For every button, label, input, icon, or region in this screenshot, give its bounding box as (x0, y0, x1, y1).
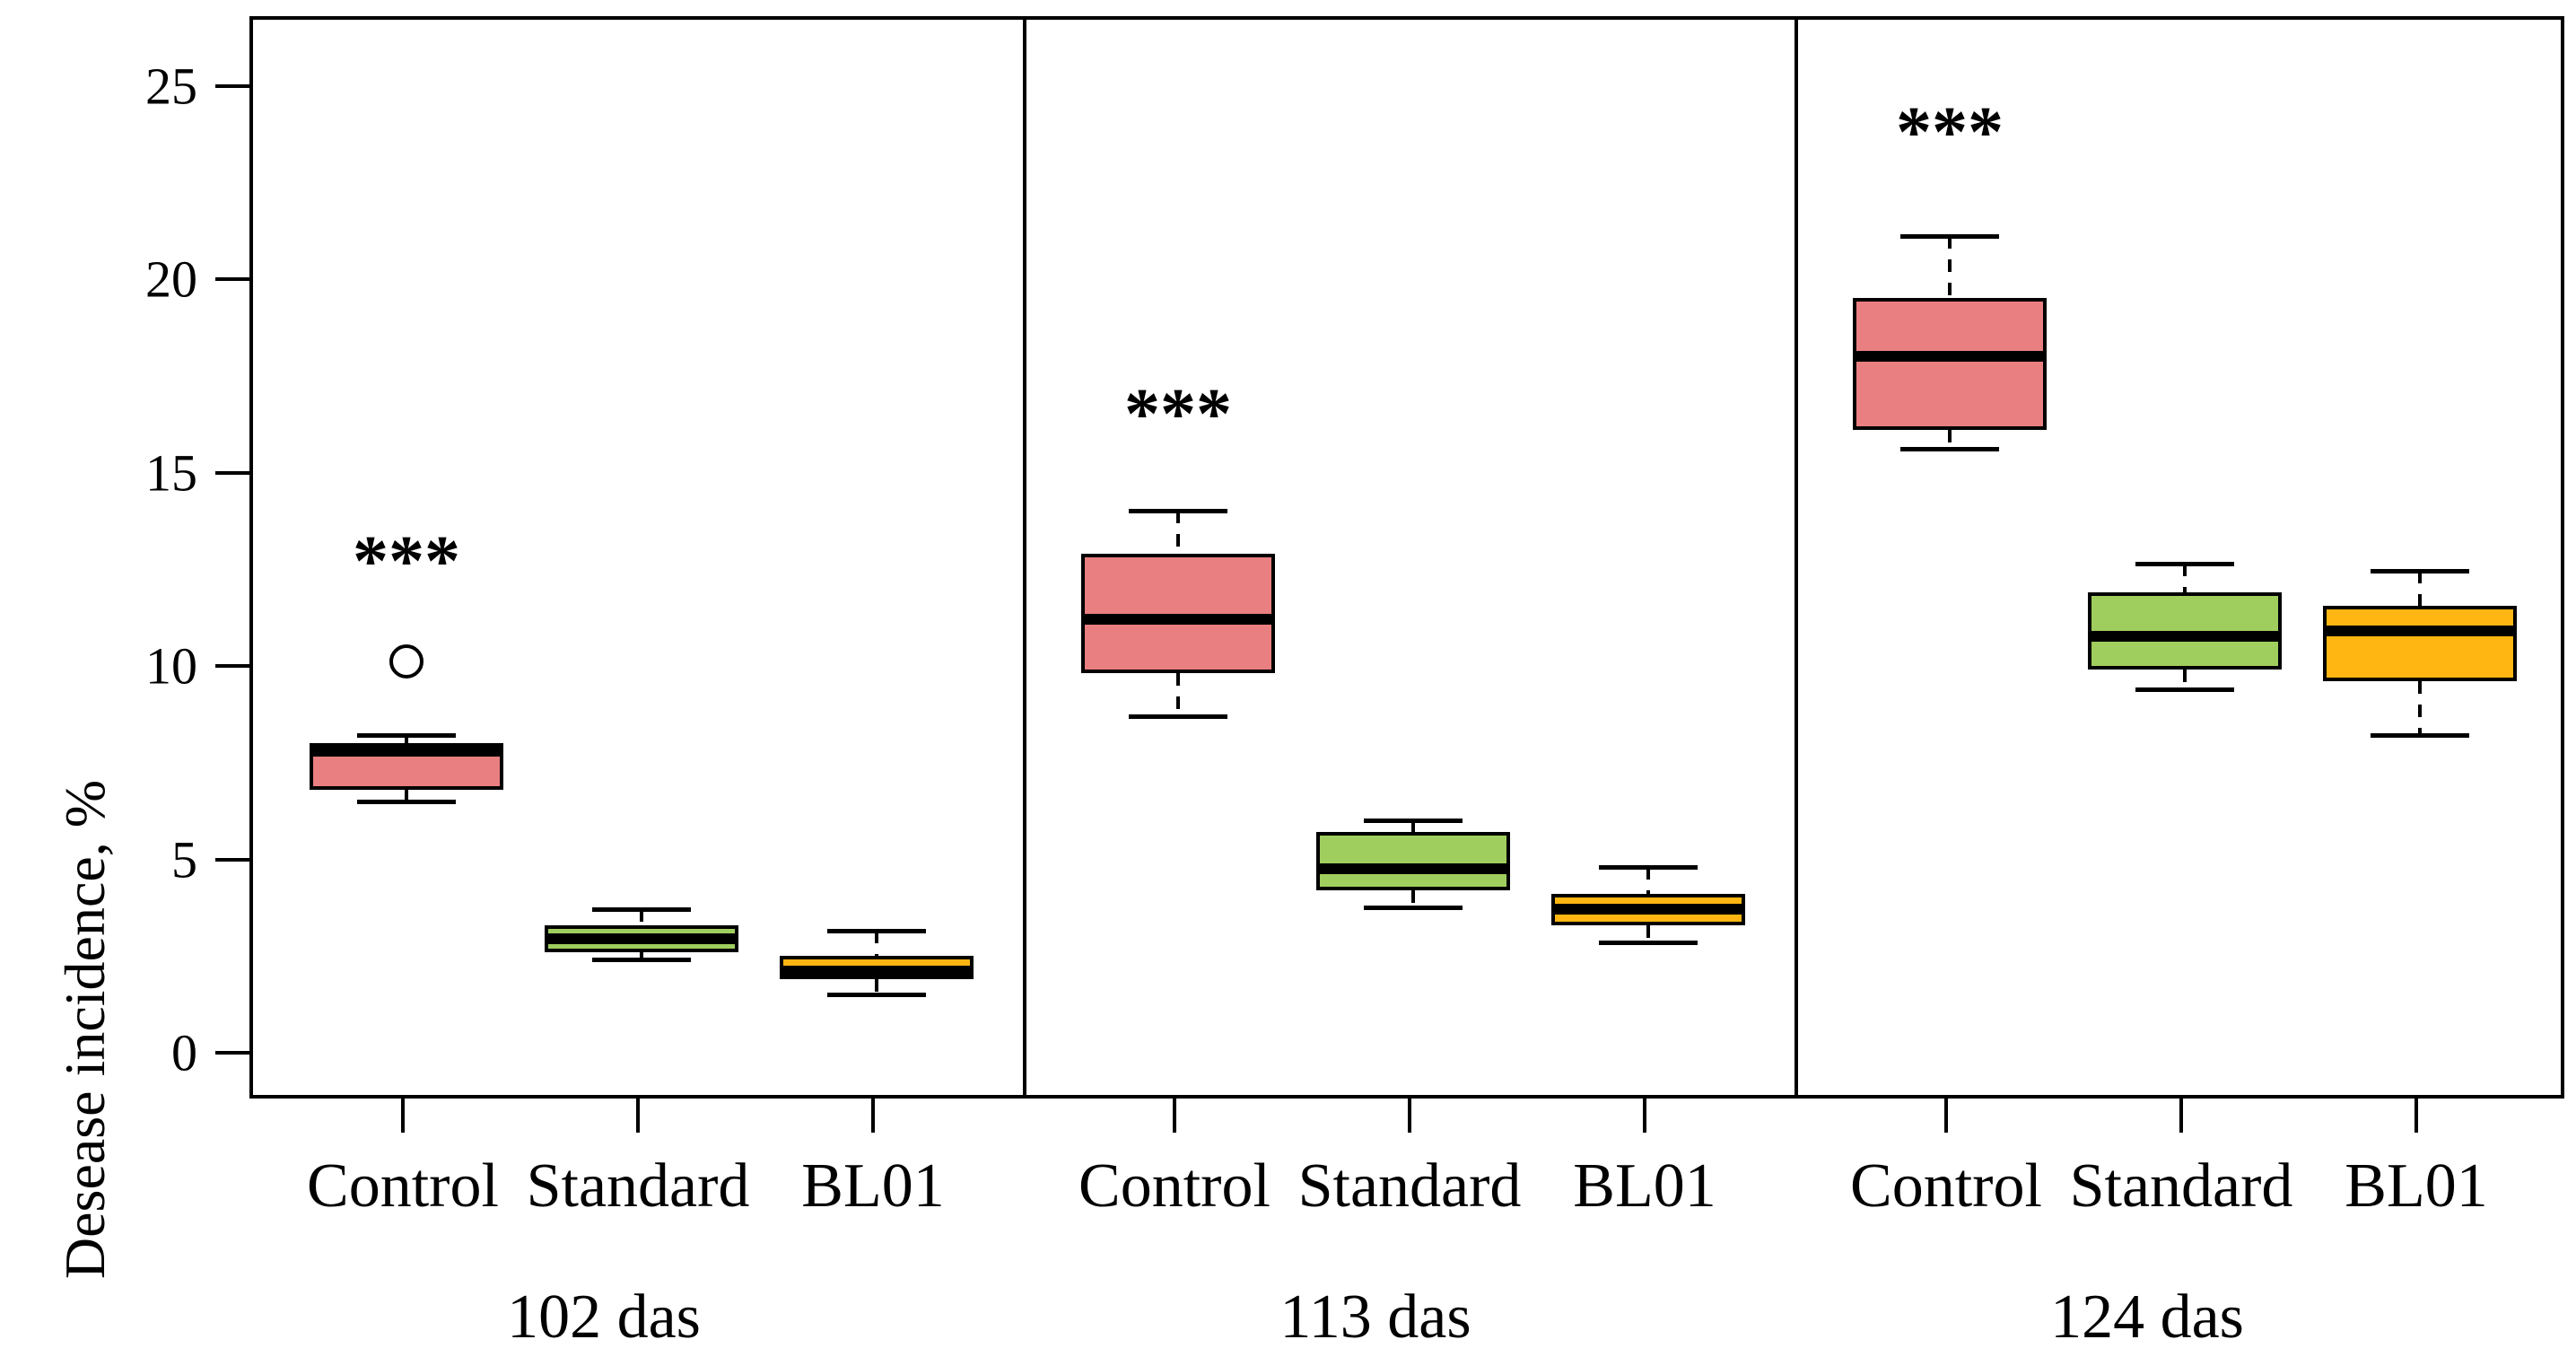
y-axis-tick (215, 470, 249, 475)
outlier-point (389, 644, 424, 679)
whisker-cap-upper (592, 907, 691, 913)
panel-label-102-das: 102 das (507, 1283, 701, 1352)
whisker-cap-lower (1364, 906, 1463, 911)
y-axis-tick-label: 25 (145, 57, 197, 116)
whisker-stem-lower (1176, 673, 1180, 716)
whisker-cap-upper (1129, 509, 1227, 514)
whisker-stem-upper (1646, 866, 1650, 895)
whisker-cap-upper (1900, 234, 1999, 240)
whisker-stem-lower (640, 951, 643, 960)
whisker-stem-upper (1176, 511, 1180, 554)
x-tick-label-standard: Standard (2069, 1151, 2293, 1221)
median-line (310, 745, 503, 757)
median-line (2088, 631, 2282, 643)
whisker-stem-upper (2183, 563, 2187, 592)
whisker-cap-lower (2135, 687, 2234, 692)
y-axis-tick (215, 1051, 249, 1055)
y-axis-tick (215, 83, 249, 88)
boxplot-box-bl01 (2323, 605, 2517, 682)
whisker-stem-upper (405, 735, 408, 743)
whisker-cap-lower (2371, 733, 2469, 739)
boxplot-box-standard (2088, 591, 2282, 670)
whisker-stem-upper (1948, 236, 1952, 299)
whisker-cap-lower (357, 799, 456, 804)
y-axis-tick (215, 857, 249, 862)
significance-label: *** (353, 522, 460, 602)
whisker-stem-upper (1411, 820, 1415, 833)
plot-area: *** *** *** (249, 16, 2564, 1099)
whisker-cap-upper (827, 929, 926, 934)
whisker-stem-lower (875, 978, 878, 995)
x-axis-tick (871, 1099, 875, 1133)
significance-label: *** (1124, 375, 1232, 455)
boxplot-box-standard (1316, 832, 1510, 890)
y-axis-tick-label: 0 (171, 1023, 197, 1082)
x-tick-label-control: Control (1850, 1151, 2042, 1221)
median-line (545, 932, 738, 944)
x-axis-tick (1643, 1099, 1646, 1133)
panel-divider (1794, 20, 1798, 1095)
x-tick-label-bl01: BL01 (2345, 1151, 2488, 1221)
whisker-cap-lower (1599, 940, 1698, 945)
whisker-stem-lower (405, 789, 408, 801)
x-axis-tick (2179, 1099, 2183, 1133)
x-axis-tick (2414, 1099, 2418, 1133)
x-tick-label-control: Control (307, 1151, 499, 1221)
x-tick-label-bl01: BL01 (801, 1151, 945, 1221)
median-line (2323, 626, 2517, 636)
whisker-cap-lower (827, 993, 926, 998)
median-line (1853, 350, 2047, 362)
y-axis-tick (215, 664, 249, 669)
x-axis-tick (1944, 1099, 1948, 1133)
whisker-cap-upper (2135, 561, 2234, 566)
significance-label: *** (1896, 92, 2004, 172)
y-axis-tick-label: 15 (145, 443, 197, 503)
x-axis-tick (636, 1099, 640, 1133)
whisker-stem-lower (2418, 681, 2422, 736)
whisker-cap-upper (357, 733, 456, 739)
x-tick-label-control: Control (1078, 1151, 1271, 1221)
boxplot-box-control (1081, 553, 1275, 674)
whisker-stem-lower (1948, 429, 1952, 450)
whisker-cap-lower (592, 958, 691, 963)
median-line (780, 966, 974, 977)
whisker-stem-upper (875, 931, 878, 957)
x-tick-label-standard: Standard (1297, 1151, 1522, 1221)
y-axis-tick-label: 5 (171, 830, 197, 889)
whisker-stem-upper (2418, 571, 2422, 606)
x-axis-tick (1408, 1099, 1411, 1133)
whisker-cap-upper (2371, 569, 2469, 574)
whisker-stem-lower (1646, 924, 1650, 942)
panel-divider (1023, 20, 1026, 1095)
whisker-cap-upper (1599, 864, 1698, 870)
whisker-cap-lower (1900, 447, 1999, 452)
y-axis-tick (215, 277, 249, 282)
median-line (1551, 904, 1745, 915)
boxplot-box-control (1853, 298, 2047, 430)
whisker-cap-lower (1129, 714, 1227, 719)
median-line (1316, 863, 1510, 875)
y-axis-tick-label: 20 (145, 250, 197, 309)
panel-label-124-das: 124 das (2050, 1283, 2244, 1352)
median-line (1081, 614, 1275, 626)
x-axis-tick (401, 1099, 405, 1133)
whisker-stem-lower (2183, 670, 2187, 689)
x-tick-label-standard: Standard (526, 1151, 750, 1221)
x-axis-tick (1173, 1099, 1176, 1133)
y-axis-tick-label: 10 (145, 636, 197, 696)
x-tick-label-bl01: BL01 (1573, 1151, 1716, 1221)
whisker-cap-upper (1364, 819, 1463, 824)
panel-label-113-das: 113 das (1279, 1283, 1471, 1352)
whisker-stem-lower (1411, 889, 1415, 908)
whisker-stem-upper (640, 909, 643, 925)
